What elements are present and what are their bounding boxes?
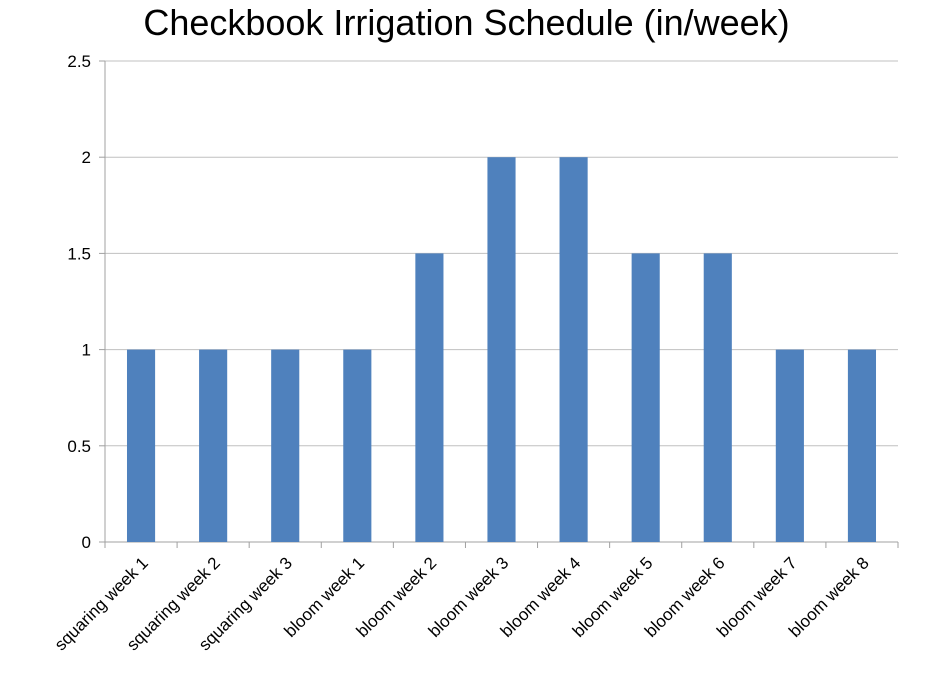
y-tick-label: 2	[82, 148, 91, 167]
chart-title: Checkbook Irrigation Schedule (in/week)	[143, 2, 790, 43]
bar	[487, 157, 516, 542]
y-tick-label: 1	[82, 341, 91, 360]
bar	[631, 253, 660, 542]
bar	[199, 349, 228, 542]
bar	[415, 253, 444, 542]
bar	[271, 349, 300, 542]
bar	[559, 157, 588, 542]
bar	[775, 349, 804, 542]
y-tick-label: 0.5	[67, 437, 91, 456]
bar	[343, 349, 372, 542]
bar	[847, 349, 877, 542]
bar	[703, 253, 732, 542]
bar	[126, 349, 156, 542]
y-tick-label: 0	[82, 533, 91, 552]
y-tick-label: 1.5	[67, 244, 91, 263]
y-tick-label: 2.5	[67, 52, 91, 71]
